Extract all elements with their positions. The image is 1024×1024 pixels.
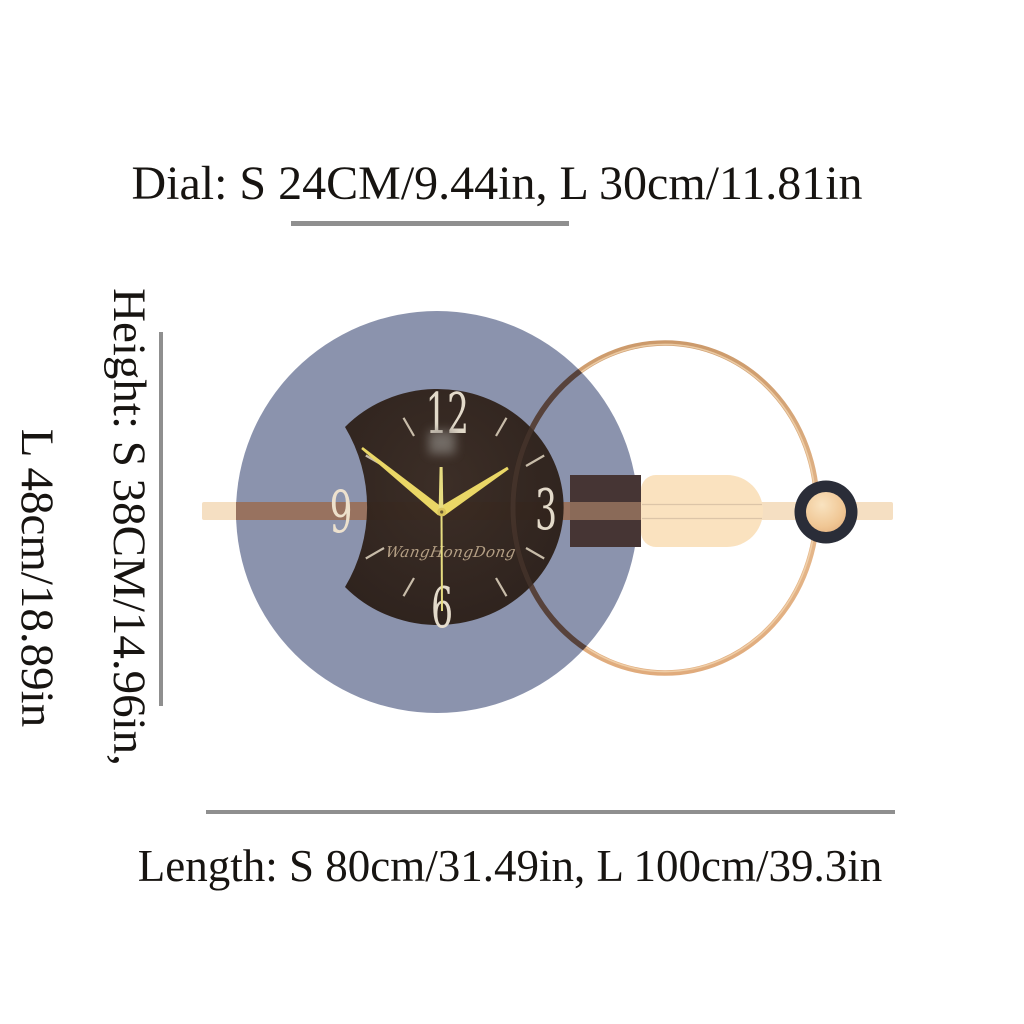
ring-through-face-arc xyxy=(510,389,564,625)
mounting-pill xyxy=(641,475,763,547)
tick-7 xyxy=(402,577,415,597)
clock-hands xyxy=(361,447,509,612)
length-size-label: Length: S 80cm/31.49in, L 100cm/39.3in xyxy=(137,841,883,891)
hour-hand xyxy=(438,466,509,517)
hour-ticks xyxy=(365,417,545,597)
tick-11 xyxy=(402,417,415,437)
side-hub xyxy=(794,480,858,544)
tick-5 xyxy=(495,577,508,597)
brand-signature: WangHongDong xyxy=(384,543,517,561)
tick-2 xyxy=(525,454,545,467)
minute-hand xyxy=(361,447,444,516)
hub-gold-center xyxy=(806,492,846,532)
dial-size-label: Dial: S 24CM/9.44in, L 30cm/11.81in xyxy=(131,157,863,210)
blurred-logo xyxy=(429,431,455,454)
numeral-3: 3 xyxy=(535,477,557,542)
tick-1 xyxy=(495,417,508,437)
dial-underline xyxy=(291,221,569,226)
bar-through-band xyxy=(570,502,641,520)
second-hand-tail xyxy=(438,467,444,512)
hands-center-pin xyxy=(440,510,444,514)
tick-8 xyxy=(365,547,385,560)
second-hand xyxy=(440,511,443,612)
height-dimension-line xyxy=(159,332,163,706)
tick-4 xyxy=(525,547,545,560)
numeral-9: 9 xyxy=(330,479,353,546)
length-dimension-line xyxy=(206,810,895,814)
